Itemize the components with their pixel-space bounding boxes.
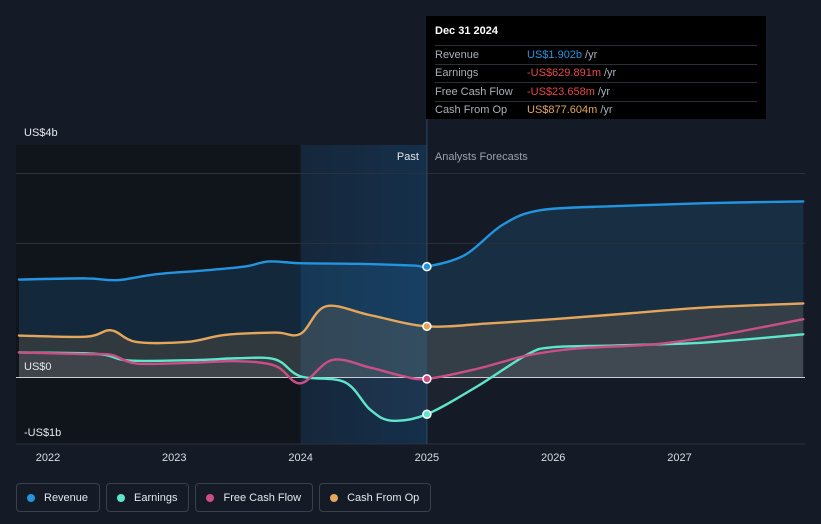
tooltip-row-value: US$1.902b [527, 48, 583, 61]
past-region [16, 145, 301, 444]
tooltip-row-free-cash-flow: Free Cash Flow -US$23.658m /yr [435, 82, 757, 101]
marker-fcf [422, 374, 432, 384]
y-axis-label: -US$1b [24, 427, 61, 439]
line-earnings [17, 333, 805, 423]
tooltip-row-value: US$877.604m [527, 104, 598, 117]
past-label: Past [397, 151, 419, 163]
x-tick-label: 2027 [667, 452, 691, 464]
x-tick-label: 2025 [415, 452, 439, 464]
legend-dot-icon [206, 493, 215, 502]
tooltip-row-label: Revenue [435, 48, 480, 61]
tooltip-row-unit: /yr [585, 48, 598, 61]
line-fcf [17, 318, 805, 385]
x-tick-label: 2023 [162, 452, 186, 464]
tooltip-row-earnings: Earnings -US$629.891m /yr [435, 63, 757, 83]
data-tooltip: Dec 31 2024 Revenue US$1.902b /yr Earnin… [426, 16, 766, 119]
legend-dot-icon [117, 493, 126, 502]
legend-item-cash-from-op[interactable]: Cash From Op [319, 483, 432, 512]
legend-label: Earnings [134, 491, 178, 504]
tooltip-row-unit: /yr [597, 85, 611, 98]
legend-item-free-cash-flow[interactable]: Free Cash Flow [195, 483, 314, 512]
highlight-region [300, 145, 427, 444]
marker-cfo [422, 321, 432, 332]
area-fcf [18, 319, 804, 384]
legend-item-earnings[interactable]: Earnings [106, 483, 190, 512]
legend-item-revenue[interactable]: Revenue [16, 483, 101, 512]
legend-dot-icon [330, 493, 339, 502]
chart-legend: Revenue Earnings Free Cash Flow Cash Fro… [16, 483, 432, 512]
tooltip-row-label: Cash From Op [435, 104, 508, 117]
tooltip-row-unit: /yr [604, 67, 617, 80]
area-revenue [18, 201, 804, 378]
legend-dot-icon [27, 493, 35, 502]
tooltip-row-unit: /yr [600, 104, 613, 117]
line-revenue [17, 200, 805, 282]
marker-revenue [422, 261, 432, 272]
legend-label: Cash From Op [347, 491, 420, 504]
y-axis-label: US$0 [24, 361, 52, 373]
tooltip-row-label: Free Cash Flow [435, 85, 513, 98]
tooltip-date: Dec 31 2024 [435, 25, 498, 37]
tooltip-row-revenue: Revenue US$1.902b /yr [435, 45, 757, 64]
tooltip-row-value: -US$629.891m [527, 67, 601, 80]
legend-label: Free Cash Flow [223, 491, 302, 504]
legend-label: Revenue [44, 491, 89, 504]
x-tick-label: 2026 [541, 452, 565, 464]
tooltip-row-value: -US$23.658m [527, 85, 595, 98]
marker-earnings [422, 409, 432, 419]
y-axis-label: US$4b [24, 127, 58, 139]
tooltip-row-label: Earnings [435, 67, 479, 80]
x-tick-label: 2022 [36, 452, 60, 464]
x-tick-label: 2024 [288, 452, 312, 464]
tooltip-row-cash-from-op: Cash From Op US$877.604m /yr [435, 100, 757, 120]
forecast-label: Analysts Forecasts [435, 151, 528, 163]
line-cfo [17, 302, 805, 345]
